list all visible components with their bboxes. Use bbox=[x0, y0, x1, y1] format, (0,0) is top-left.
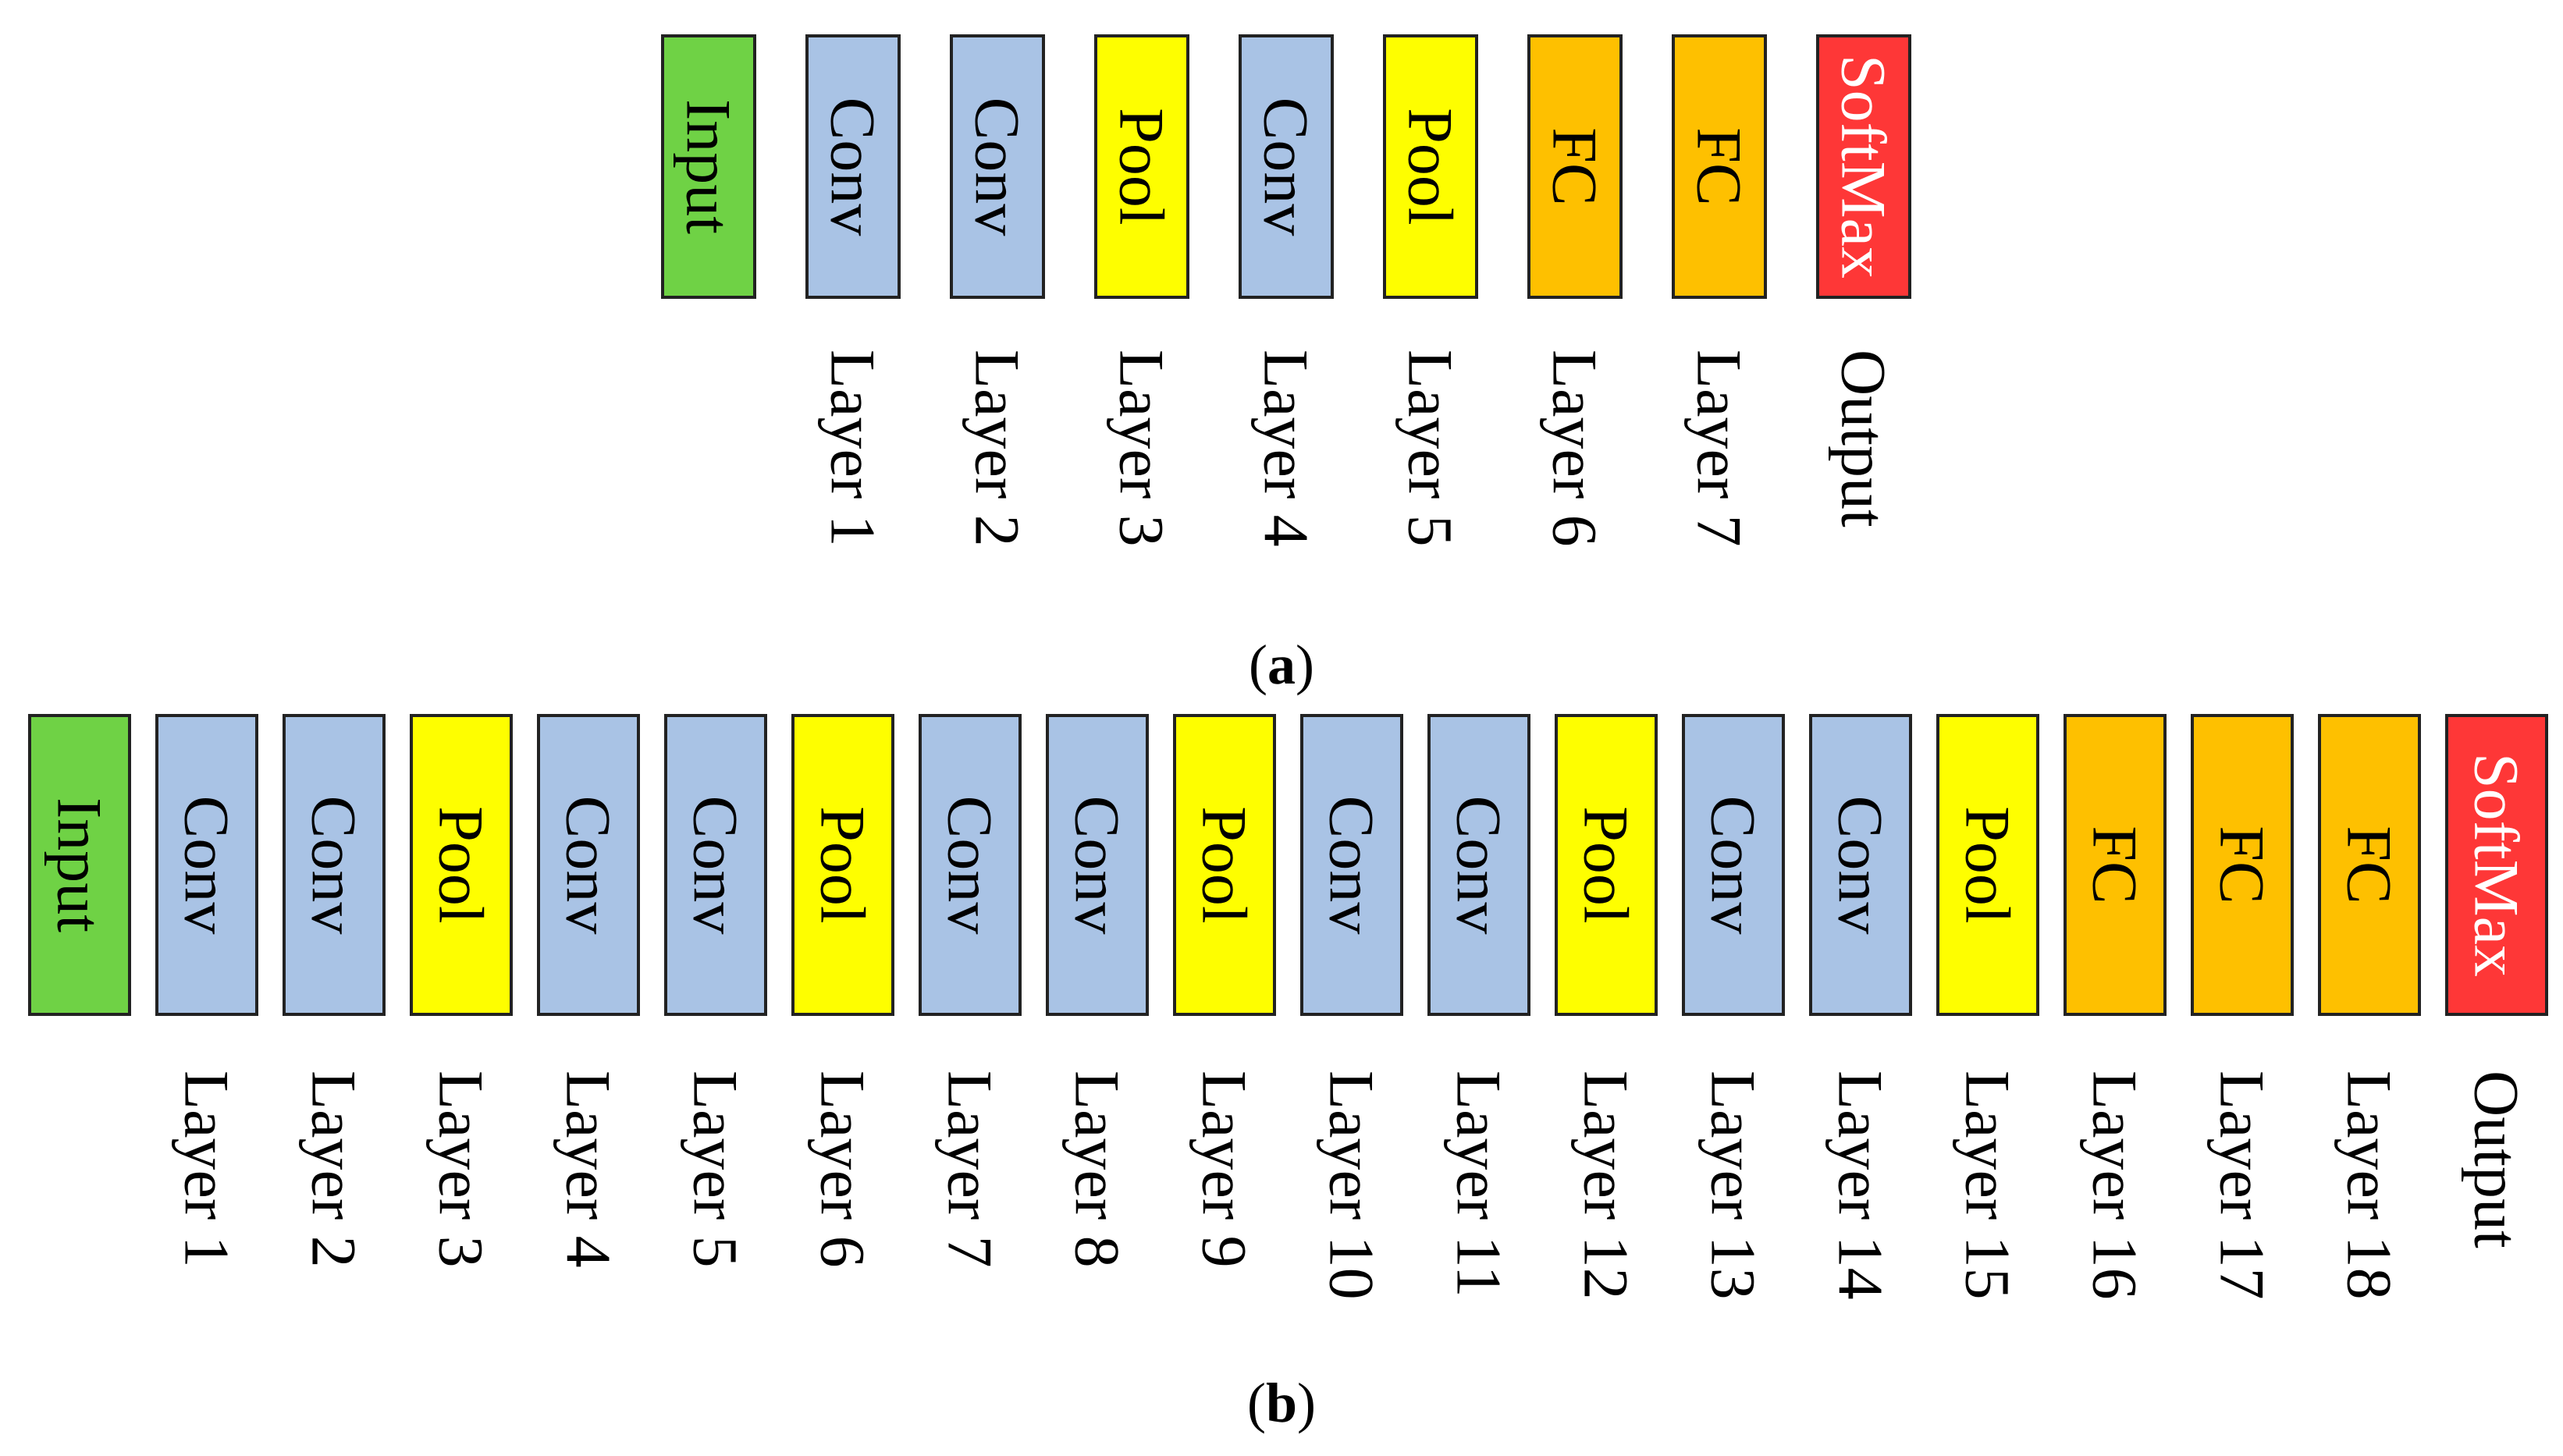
layer-label: Layer 8 bbox=[1062, 1071, 1133, 1268]
conv-block-label: Conv bbox=[935, 796, 1006, 935]
conv-block bbox=[1427, 714, 1530, 1016]
layer-label: Layer 3 bbox=[426, 1071, 497, 1268]
fc-block bbox=[1672, 34, 1767, 299]
conv-block-label: Conv bbox=[1062, 796, 1133, 935]
conv-block-label: Conv bbox=[1444, 796, 1515, 935]
conv-block-label: Conv bbox=[1825, 796, 1896, 935]
conv-block-label: Conv bbox=[172, 796, 243, 935]
layer-label: Layer 17 bbox=[2207, 1071, 2278, 1300]
layer-label: Output bbox=[1829, 350, 1900, 527]
layer-label: Layer 13 bbox=[1698, 1071, 1769, 1300]
conv-block-label: Conv bbox=[299, 796, 370, 935]
input-block bbox=[28, 714, 131, 1016]
conv-block bbox=[1300, 714, 1403, 1016]
conv-block bbox=[155, 714, 258, 1016]
layer-label: Layer 1 bbox=[818, 350, 889, 547]
pool-block-label: Pool bbox=[808, 806, 879, 923]
layer-label: Layer 3 bbox=[1107, 350, 1178, 547]
pool-block bbox=[1555, 714, 1658, 1016]
softmax-block bbox=[1816, 34, 1911, 299]
conv-block bbox=[1239, 34, 1334, 299]
pool-block-label: Pool bbox=[1953, 806, 2024, 923]
layer-label: Layer 9 bbox=[1189, 1071, 1260, 1268]
layer-label: Layer 4 bbox=[1251, 350, 1322, 547]
conv-block bbox=[283, 714, 386, 1016]
conv-block bbox=[1682, 714, 1785, 1016]
fc-block-label: FC bbox=[1684, 127, 1755, 205]
pool-block-label: Pool bbox=[1395, 108, 1466, 225]
fc-block-label: FC bbox=[2080, 826, 2151, 904]
conv-block-label: Conv bbox=[1317, 796, 1388, 935]
pool-block bbox=[1383, 34, 1478, 299]
conv-block-label: Conv bbox=[553, 796, 624, 935]
layer-label: Layer 1 bbox=[172, 1071, 243, 1268]
pool-block bbox=[410, 714, 513, 1016]
softmax-block-label: SoftMax bbox=[1829, 55, 1900, 279]
softmax-block-label: SoftMax bbox=[2462, 753, 2533, 977]
layer-label: Layer 6 bbox=[808, 1071, 879, 1268]
conv-block bbox=[1046, 714, 1149, 1016]
layer-label: Layer 16 bbox=[2080, 1071, 2151, 1300]
layer-label: Layer 12 bbox=[1571, 1071, 1642, 1300]
diagram-a: Input Conv Layer 1 Conv Layer 2 Pool Layer 3 Co… bbox=[661, 34, 1911, 547]
conv-block-label: Conv bbox=[1251, 98, 1322, 236]
fc-block-label: FC bbox=[2207, 826, 2278, 904]
layer-label: Layer 11 bbox=[1444, 1071, 1515, 1298]
conv-block-label: Conv bbox=[681, 796, 752, 935]
input-block-label: Input bbox=[674, 99, 745, 234]
conv-block bbox=[805, 34, 901, 299]
layer-label: Layer 10 bbox=[1317, 1071, 1388, 1300]
layer-label: Layer 14 bbox=[1825, 1071, 1896, 1300]
fc-block-label: FC bbox=[2334, 826, 2405, 904]
conv-block-label: Conv bbox=[818, 98, 889, 236]
conv-block-label: Conv bbox=[962, 98, 1033, 236]
layer-label: Layer 5 bbox=[681, 1071, 752, 1268]
diagram-b: Input Conv Layer 1 Conv Layer 2 Pool Layer 3 Co… bbox=[28, 714, 2548, 1300]
fc-block bbox=[2064, 714, 2167, 1016]
conv-block bbox=[1809, 714, 1912, 1016]
layer-label: Layer 7 bbox=[935, 1071, 1006, 1268]
conv-block bbox=[537, 714, 640, 1016]
layer-label: Layer 5 bbox=[1395, 350, 1466, 547]
layer-label: Layer 7 bbox=[1684, 350, 1755, 547]
softmax-block bbox=[2445, 714, 2548, 1016]
layer-label: Layer 4 bbox=[553, 1071, 624, 1268]
fc-block bbox=[2191, 714, 2294, 1016]
layer-label: Layer 18 bbox=[2334, 1071, 2405, 1300]
caption-b: (b) bbox=[1247, 1372, 1316, 1434]
conv-block bbox=[919, 714, 1022, 1016]
pool-block-label: Pool bbox=[1571, 806, 1642, 923]
pool-block bbox=[1173, 714, 1276, 1016]
conv-block-label: Conv bbox=[1698, 796, 1769, 935]
pool-block-label: Pool bbox=[1107, 108, 1178, 225]
input-block-label: Input bbox=[44, 797, 116, 932]
fc-block bbox=[2318, 714, 2421, 1016]
pool-block bbox=[1936, 714, 2039, 1016]
pool-block bbox=[1094, 34, 1189, 299]
pool-block-label: Pool bbox=[426, 806, 497, 923]
pool-block bbox=[791, 714, 894, 1016]
caption-a: (a) bbox=[1249, 634, 1314, 696]
input-block bbox=[661, 34, 756, 299]
layer-label: Layer 2 bbox=[962, 350, 1033, 547]
conv-block bbox=[664, 714, 767, 1016]
fc-block bbox=[1527, 34, 1623, 299]
layer-label: Layer 2 bbox=[299, 1071, 370, 1268]
pool-block-label: Pool bbox=[1189, 806, 1260, 923]
fc-block-label: FC bbox=[1540, 127, 1611, 205]
layer-label: Output bbox=[2462, 1071, 2533, 1248]
layer-label: Layer 15 bbox=[1953, 1071, 2024, 1300]
conv-block bbox=[950, 34, 1045, 299]
layer-label: Layer 6 bbox=[1540, 350, 1611, 547]
